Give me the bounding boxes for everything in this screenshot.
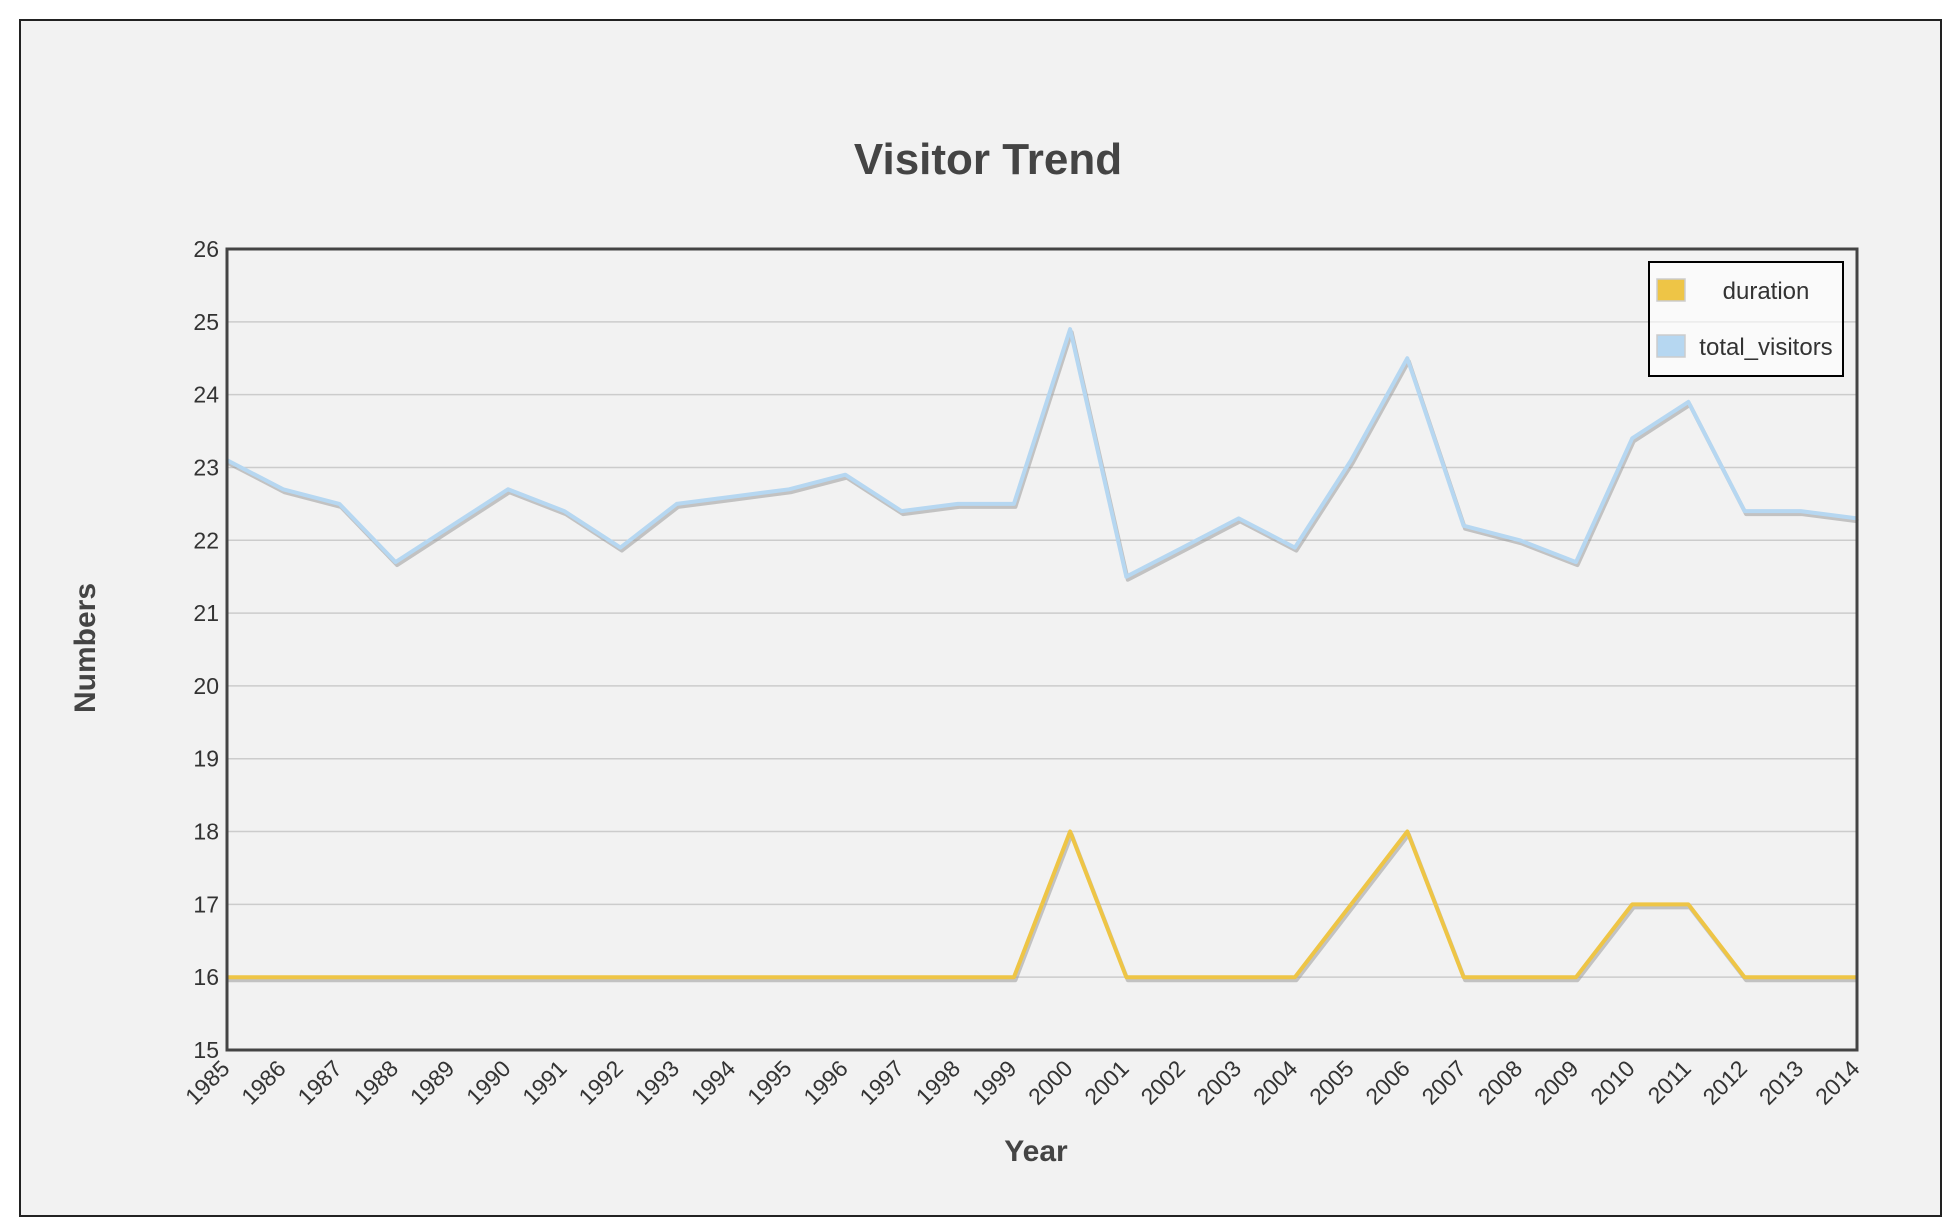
x-tick-label: 1996 bbox=[798, 1055, 853, 1110]
x-tick-label: 2003 bbox=[1192, 1055, 1247, 1110]
chart-frame: Visitor Trend Numbers Year 15 16 17 18 19 20 2… bbox=[19, 19, 1942, 1217]
y-axis-title: Numbers bbox=[69, 583, 102, 713]
x-tick-label: 2007 bbox=[1417, 1055, 1472, 1110]
series-shadow-duration bbox=[228, 832, 1859, 983]
x-tick-label: 2006 bbox=[1360, 1055, 1415, 1110]
x-tick-label: 2012 bbox=[1698, 1055, 1753, 1110]
x-axis-title: Year bbox=[1004, 1135, 1068, 1168]
x-tick-label: 1995 bbox=[742, 1055, 797, 1110]
x-tick-label: 2009 bbox=[1529, 1055, 1584, 1110]
y-axis-ticks: 15 16 17 18 19 20 21 22 23 24 25 26 bbox=[193, 236, 219, 1063]
x-tick-label: 1992 bbox=[573, 1055, 628, 1110]
x-tick-label: 2013 bbox=[1754, 1055, 1809, 1110]
x-tick-label: 1998 bbox=[911, 1055, 966, 1110]
x-tick-label: 2011 bbox=[1643, 1055, 1696, 1108]
x-tick-label: 1985 bbox=[180, 1055, 235, 1110]
legend-item-total-visitors[interactable]: total_visitors bbox=[1656, 334, 1833, 361]
y-tick-label: 23 bbox=[193, 454, 219, 480]
y-tick-label: 25 bbox=[193, 309, 219, 335]
legend-item-duration[interactable]: duration bbox=[1656, 278, 1810, 305]
series-lines bbox=[226, 327, 1859, 983]
legend: duration total_visitors bbox=[1648, 261, 1844, 377]
legend-label-total-visitors: total_visitors bbox=[1699, 334, 1832, 361]
x-tick-label: 2002 bbox=[1135, 1055, 1190, 1110]
x-tick-label: 2014 bbox=[1810, 1055, 1865, 1110]
y-tick-label: 18 bbox=[193, 819, 219, 845]
y-tick-label: 26 bbox=[193, 236, 219, 262]
x-axis-ticks: 1985 1986 1987 1988 1989 1990 1991 1992 1993 1994… bbox=[180, 1055, 1865, 1110]
y-tick-label: 19 bbox=[193, 746, 219, 772]
y-tick-label: 22 bbox=[193, 527, 219, 553]
y-tick-label: 17 bbox=[193, 891, 219, 917]
legend-label-duration: duration bbox=[1723, 278, 1810, 305]
y-tick-label: 20 bbox=[193, 673, 219, 699]
x-tick-label: 2010 bbox=[1585, 1055, 1640, 1110]
x-tick-label: 2005 bbox=[1304, 1055, 1359, 1110]
x-tick-label: 1986 bbox=[236, 1055, 291, 1110]
y-tick-label: 21 bbox=[193, 600, 219, 626]
series-line-duration[interactable] bbox=[227, 829, 1857, 980]
series-line-total-visitors[interactable] bbox=[226, 327, 1858, 579]
plot-area-border bbox=[225, 247, 1859, 1052]
x-tick-label: 1997 bbox=[854, 1055, 909, 1110]
x-tick-label: 2001 bbox=[1079, 1055, 1134, 1110]
x-tick-label: 2008 bbox=[1473, 1055, 1528, 1110]
x-tick-label: 2004 bbox=[1248, 1055, 1303, 1110]
chart-svg: Visitor Trend Numbers Year 15 16 17 18 19 20 2… bbox=[69, 135, 1865, 1168]
y-tick-label: 15 bbox=[193, 1037, 219, 1063]
legend-swatch-duration bbox=[1656, 278, 1686, 302]
x-tick-label: 1993 bbox=[630, 1055, 685, 1110]
x-tick-label: 2000 bbox=[1023, 1055, 1078, 1110]
chart-title: Visitor Trend bbox=[854, 135, 1122, 184]
x-tick-label: 1991 bbox=[517, 1055, 572, 1110]
x-tick-label: 1990 bbox=[461, 1055, 516, 1110]
series-shadow-total-visitors bbox=[227, 330, 1859, 582]
x-tick-label: 1987 bbox=[292, 1055, 347, 1110]
x-tick-label: 1999 bbox=[967, 1055, 1022, 1110]
x-tick-label: 1994 bbox=[686, 1055, 741, 1110]
legend-swatch-total-visitors bbox=[1656, 334, 1686, 358]
y-tick-label: 16 bbox=[193, 964, 219, 990]
x-tick-label: 1989 bbox=[405, 1055, 460, 1110]
x-tick-label: 1988 bbox=[349, 1055, 404, 1110]
y-tick-label: 24 bbox=[193, 382, 219, 408]
